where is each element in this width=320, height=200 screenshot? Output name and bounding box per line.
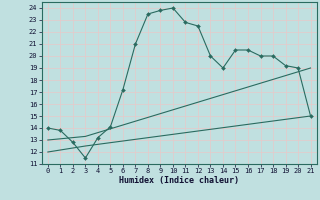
X-axis label: Humidex (Indice chaleur): Humidex (Indice chaleur) [119, 176, 239, 185]
